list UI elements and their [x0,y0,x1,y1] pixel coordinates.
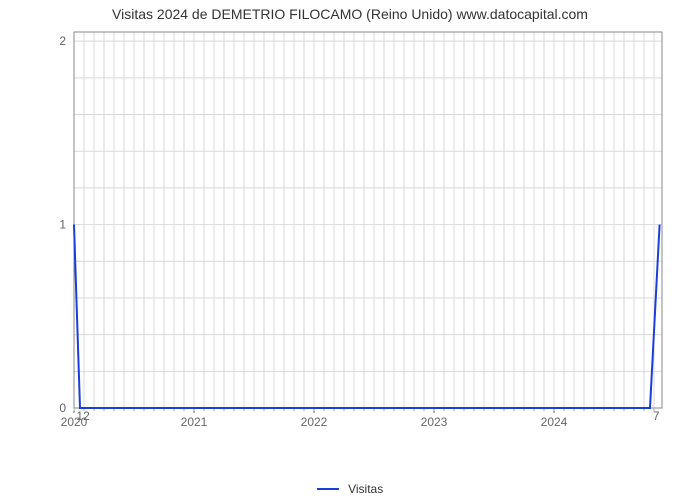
svg-text:0: 0 [59,401,66,415]
svg-text:2023: 2023 [421,415,448,429]
svg-text:2022: 2022 [301,415,328,429]
svg-text:2: 2 [59,34,66,48]
svg-text:1: 1 [59,218,66,232]
legend: Visitas [0,481,700,496]
legend-label: Visitas [348,482,383,496]
annotation: 12 [76,409,90,423]
chart-title: Visitas 2024 de DEMETRIO FILOCAMO (Reino… [0,0,700,22]
legend-swatch [317,488,339,490]
chart-container: Visitas 2024 de DEMETRIO FILOCAMO (Reino… [0,0,700,500]
svg-text:2021: 2021 [181,415,208,429]
svg-text:2024: 2024 [541,415,568,429]
annotation: 7 [653,409,660,423]
chart-svg: 01220202021202220232024127 [50,28,670,438]
plot-area: 01220202021202220232024127 [50,28,670,438]
series-line [74,225,660,408]
